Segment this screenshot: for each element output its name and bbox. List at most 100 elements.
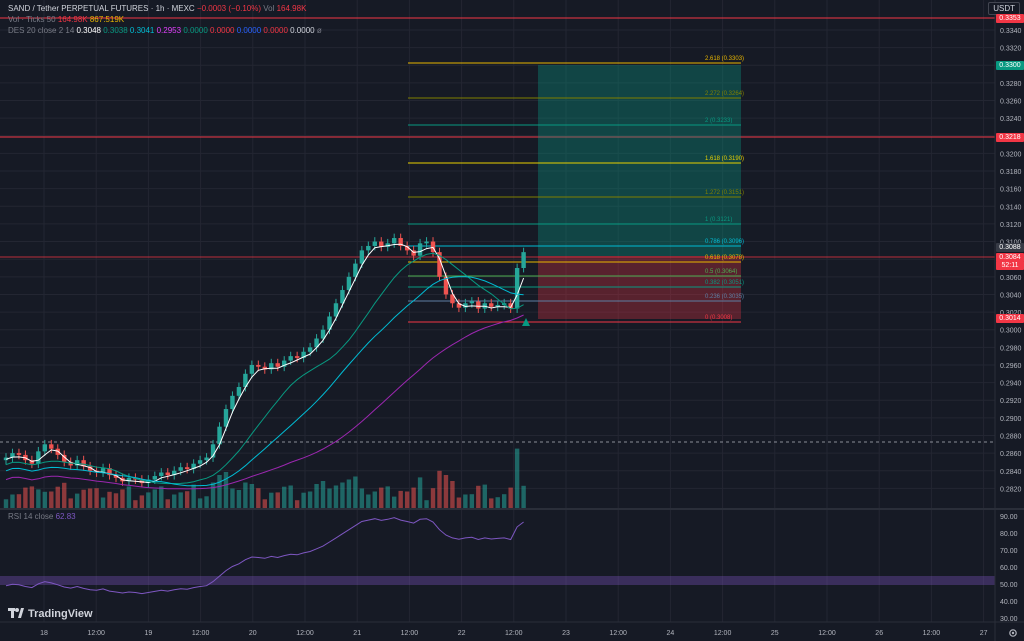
candle-body bbox=[55, 448, 60, 455]
volume-bar bbox=[404, 491, 410, 508]
rsi-band bbox=[0, 576, 995, 585]
time-tick-label: 24 bbox=[667, 630, 675, 637]
volume-bar bbox=[450, 481, 455, 508]
vol-ticks-name[interactable]: Vol · Ticks 50 bbox=[8, 15, 56, 24]
tradingview-logo[interactable]: TradingView bbox=[8, 608, 93, 620]
fib-level-label: 2 (0.3233) bbox=[705, 118, 732, 124]
candle-body bbox=[165, 472, 170, 476]
volume-bar bbox=[223, 472, 229, 508]
fib-level-label: 1.272 (0.3151) bbox=[705, 190, 744, 196]
candle-body bbox=[107, 468, 112, 476]
price-tick-label: 0.2860 bbox=[1000, 451, 1022, 458]
candle-body bbox=[508, 303, 513, 309]
volume-bar bbox=[3, 499, 9, 508]
candle-body bbox=[320, 329, 326, 339]
candle-body bbox=[223, 409, 229, 427]
volume-bar bbox=[282, 486, 287, 508]
volume-bar bbox=[301, 492, 306, 508]
candle-body bbox=[366, 245, 371, 251]
price-tick-label: 0.3120 bbox=[1000, 222, 1022, 229]
candle-body bbox=[489, 303, 494, 307]
ma-long-line bbox=[5, 314, 524, 490]
candle-body bbox=[68, 461, 73, 466]
volume-bar bbox=[81, 489, 86, 508]
time-tick-label: 22 bbox=[458, 630, 466, 637]
volume-bar bbox=[443, 475, 449, 508]
rsi-pane bbox=[0, 517, 995, 595]
candle-body bbox=[62, 454, 67, 462]
volume-bar bbox=[514, 448, 520, 508]
volume-bar bbox=[120, 489, 125, 508]
time-tick-label: 12:00 bbox=[923, 630, 941, 637]
volume-bar bbox=[133, 500, 138, 508]
candle-body bbox=[113, 475, 119, 478]
volume-bar bbox=[159, 486, 164, 508]
price-tick-label: 0.3280 bbox=[1000, 81, 1022, 88]
volume-bar bbox=[392, 496, 397, 508]
des-value-3: 0.2953 bbox=[156, 26, 182, 35]
time-tick-label: 20 bbox=[249, 630, 257, 637]
fib-level-label: 0.618 (0.3078) bbox=[705, 255, 744, 261]
volume-bar bbox=[197, 498, 203, 508]
fib-level-label: 0.382 (0.3051) bbox=[705, 280, 744, 286]
volume-bar bbox=[417, 477, 423, 508]
candle-body bbox=[437, 252, 442, 277]
volume-bar bbox=[262, 499, 267, 508]
volume-bar bbox=[210, 482, 216, 508]
volume-bar bbox=[126, 486, 132, 508]
volume-bar bbox=[411, 487, 416, 508]
volume-bar bbox=[29, 486, 35, 508]
volume-bar bbox=[366, 494, 371, 508]
volume-bar bbox=[437, 470, 442, 508]
fib-level-label: 1 (0.3121) bbox=[705, 217, 732, 223]
time-tick-label: 21 bbox=[353, 630, 361, 637]
candle-body bbox=[456, 303, 462, 308]
price-tag: 0.3084 bbox=[996, 253, 1024, 262]
volume-bar bbox=[87, 488, 93, 508]
candle-body bbox=[521, 252, 526, 269]
candle-body bbox=[81, 460, 86, 467]
change-value: −0.0003 (−0.10%) bbox=[196, 4, 261, 13]
volume-bar bbox=[172, 494, 177, 508]
volume-bar bbox=[139, 495, 145, 508]
volume-bar bbox=[489, 498, 494, 508]
rsi-tick-label: 40.00 bbox=[1000, 599, 1018, 606]
des-name[interactable]: DES 20 close 2 14 bbox=[8, 26, 75, 35]
volume-bar bbox=[243, 482, 248, 508]
candle-body bbox=[430, 241, 436, 253]
price-tag: 52:11 bbox=[996, 261, 1024, 270]
volume-bar bbox=[165, 499, 170, 508]
volume-bar bbox=[379, 487, 384, 508]
candle-body bbox=[10, 453, 15, 458]
candle-body bbox=[514, 268, 520, 309]
volume-bar bbox=[230, 488, 235, 508]
price-tick-label: 0.2920 bbox=[1000, 398, 1022, 405]
candle-body bbox=[217, 426, 222, 445]
time-tick-label: 18 bbox=[40, 630, 48, 637]
volume-bar bbox=[236, 490, 242, 508]
candle-body bbox=[282, 360, 287, 367]
candle-body bbox=[411, 250, 416, 256]
des-value-4: 0.0000 bbox=[183, 26, 208, 35]
candle-body bbox=[159, 472, 164, 477]
candle-body bbox=[36, 451, 41, 464]
symbol-title[interactable]: SAND / Tether PERPETUAL FUTURES · 1h · M… bbox=[8, 4, 195, 13]
candle-body bbox=[353, 263, 358, 277]
time-tick-label: 19 bbox=[145, 630, 153, 637]
candle-body bbox=[236, 387, 242, 396]
candle-body bbox=[379, 241, 384, 247]
candle-body bbox=[346, 276, 352, 291]
volume-bar bbox=[340, 482, 345, 508]
des-value-8: 0.0000 bbox=[290, 26, 315, 35]
candle-body bbox=[152, 476, 158, 480]
volume-bar bbox=[217, 475, 222, 508]
volume-bar bbox=[62, 482, 67, 508]
time-tick-label: 23 bbox=[562, 630, 570, 637]
time-tick-label: 12:00 bbox=[818, 630, 836, 637]
fib-zone: 2.618 (0.3303) 2.272 (0.3264) 2 (0.3233) 1.… bbox=[408, 56, 744, 323]
candle-body bbox=[197, 460, 203, 464]
volume-bar bbox=[204, 496, 209, 508]
rsi-name[interactable]: RSI 14 close bbox=[8, 512, 54, 521]
gear-icon[interactable] bbox=[1008, 628, 1018, 638]
